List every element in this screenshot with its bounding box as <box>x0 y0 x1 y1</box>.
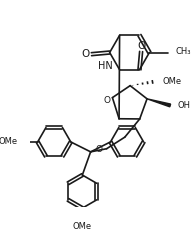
Text: OMe: OMe <box>162 77 182 86</box>
Text: O: O <box>137 41 145 51</box>
Text: HN: HN <box>98 61 113 71</box>
Text: O: O <box>104 96 111 105</box>
Text: OH: OH <box>178 101 191 110</box>
Text: OMe: OMe <box>73 222 92 231</box>
Text: CH₃: CH₃ <box>175 47 191 56</box>
Text: O: O <box>96 145 102 154</box>
Polygon shape <box>147 99 171 107</box>
Text: OMe: OMe <box>0 137 18 147</box>
Text: O: O <box>82 49 90 59</box>
